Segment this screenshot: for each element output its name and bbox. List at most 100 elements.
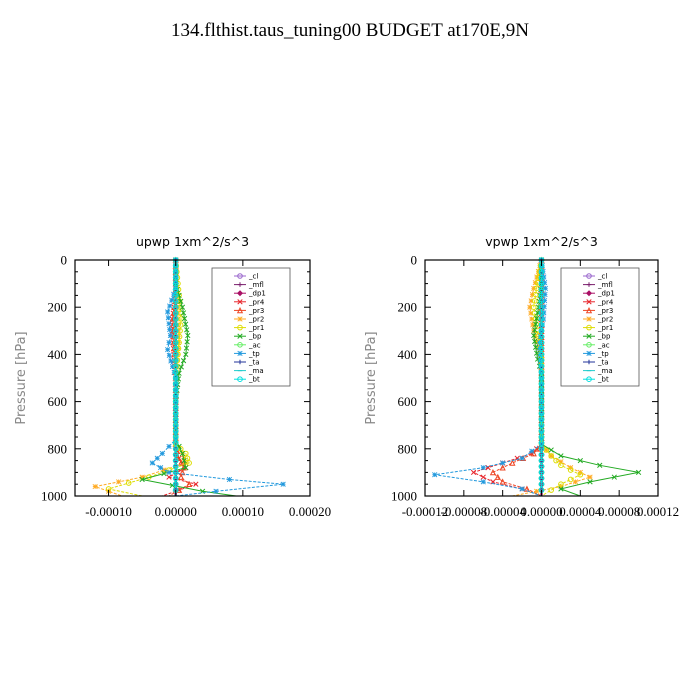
series-marker-pr3	[186, 480, 193, 487]
series-marker-tp	[154, 455, 160, 461]
legend-label: _bt	[597, 376, 609, 384]
series-marker-bt	[172, 339, 179, 346]
series-marker-bt	[172, 310, 179, 316]
series-marker-bt	[172, 475, 179, 482]
series-marker-bp	[139, 476, 145, 483]
series-marker-tp	[519, 486, 525, 492]
series-marker-bt	[172, 446, 179, 452]
legend-label: _pr2	[597, 316, 613, 324]
legend-marker	[586, 376, 592, 383]
legend-marker	[236, 290, 244, 297]
series-marker-tp	[159, 450, 165, 457]
series-marker-pr2	[534, 274, 540, 280]
series-marker-pr2	[531, 285, 537, 291]
legend-label: _pr1	[248, 324, 264, 332]
series-marker-bt	[172, 328, 179, 334]
series-marker-bt	[538, 363, 545, 370]
series-marker-pr1	[558, 481, 564, 488]
series-marker-bt	[172, 357, 179, 364]
series-marker-pr3	[499, 478, 506, 485]
legend-label: _cl	[597, 273, 607, 281]
series-marker-pr2	[181, 455, 187, 461]
series-marker-bt	[172, 440, 179, 446]
legend-label: _mfl	[597, 281, 613, 289]
series-marker-bt	[538, 434, 545, 440]
legend-label: _ac	[248, 341, 261, 349]
series-marker-pr1	[548, 487, 555, 493]
series-marker-bp	[184, 327, 190, 333]
series-marker-bt	[538, 274, 545, 281]
series-marker-bt	[538, 322, 545, 328]
x-tick-label: 0.00008	[598, 504, 640, 519]
series-marker-bt	[172, 434, 179, 440]
series-marker-bt	[538, 404, 545, 411]
series-marker-bp	[185, 332, 191, 339]
legend-marker	[237, 376, 243, 383]
series-marker-pr2	[528, 310, 534, 316]
series-marker-bp	[178, 298, 184, 304]
x-tick-label: -0.00012	[402, 504, 449, 519]
legend-marker	[585, 306, 593, 314]
series-marker-bt	[538, 387, 545, 393]
series-marker-bp	[178, 364, 184, 370]
y-axis-label: Pressure [hPa]	[14, 331, 29, 424]
series-marker-tp	[166, 321, 172, 327]
series-marker-pr4	[485, 465, 491, 471]
series-marker-tp	[480, 479, 486, 485]
legend-marker	[237, 342, 243, 348]
series-line-tp	[434, 259, 546, 497]
series-marker-tp	[168, 358, 174, 364]
series-marker-bt	[172, 387, 179, 393]
series-line-pr1	[533, 259, 582, 497]
legend-marker	[237, 324, 243, 331]
series-marker-bt	[538, 475, 545, 482]
legend-marker	[586, 342, 592, 348]
series-marker-bt	[172, 369, 179, 375]
series-marker-bp	[558, 453, 564, 459]
y-tick-label: 800	[398, 441, 418, 456]
series-marker-tp	[149, 460, 155, 466]
series-marker-bt	[172, 298, 179, 305]
series-marker-bp	[532, 338, 538, 345]
series-marker-bt	[172, 269, 179, 275]
series-marker-tp	[541, 280, 548, 286]
series-marker-tp	[167, 303, 173, 309]
series-marker-bt	[538, 298, 545, 305]
series-marker-bt	[172, 345, 179, 352]
series-marker-bt	[538, 357, 545, 364]
series-marker-bt	[538, 304, 545, 311]
series-marker-bp	[587, 479, 593, 485]
series-marker-tp	[157, 465, 164, 471]
legend-marker	[237, 316, 243, 322]
series-marker-pr3	[509, 459, 516, 466]
series-marker-pr1	[182, 450, 189, 457]
series-marker-pr1	[186, 460, 192, 466]
series-marker-pr2	[528, 298, 534, 304]
series-marker-bt	[538, 392, 545, 399]
legend-marker	[586, 273, 592, 279]
series-marker-bt	[172, 463, 179, 470]
series-marker-pr1	[178, 316, 184, 322]
x-tick-label: -0.00004	[479, 504, 526, 519]
series-marker-tp	[166, 339, 172, 346]
series-marker-bt	[172, 381, 179, 387]
series-marker-bt	[172, 410, 179, 417]
panel-title: vpwp 1xm^2/s^3	[485, 234, 598, 249]
series-marker-bt	[172, 333, 179, 340]
x-tick-label: 0.00000	[520, 504, 562, 519]
y-tick-label: 600	[398, 394, 418, 409]
series-marker-bt	[538, 440, 545, 446]
series-marker-bt	[172, 363, 179, 370]
series-marker-bt	[172, 286, 179, 293]
panel-title: upwp 1xm^2/s^3	[136, 234, 249, 249]
legend-marker	[237, 350, 243, 357]
series-marker-pr2	[529, 316, 535, 322]
series-marker-bp	[181, 315, 188, 322]
series-marker-bt	[538, 333, 545, 340]
legend-marker	[236, 306, 244, 314]
legend-label: _tp	[597, 350, 609, 358]
legend-marker	[237, 282, 243, 287]
series-marker-pr2	[92, 483, 98, 490]
series-marker-bt	[172, 481, 179, 488]
